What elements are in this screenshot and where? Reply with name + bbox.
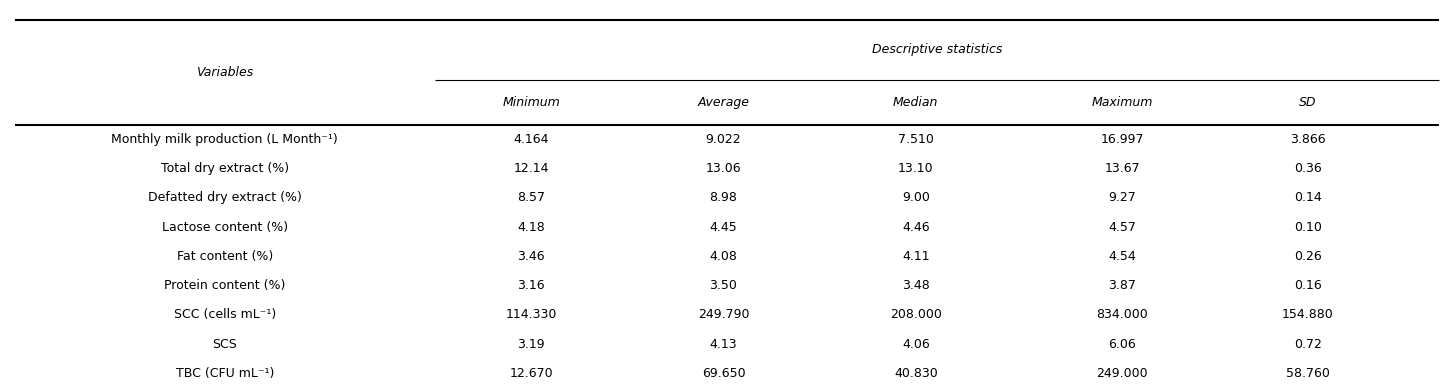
Text: 0.26: 0.26 (1294, 250, 1322, 263)
Text: 3.16: 3.16 (518, 279, 545, 292)
Text: Monthly milk production (L Month⁻¹): Monthly milk production (L Month⁻¹) (112, 133, 339, 146)
Text: 249.790: 249.790 (698, 308, 749, 321)
Text: 4.45: 4.45 (710, 221, 737, 234)
Text: 3.866: 3.866 (1290, 133, 1326, 146)
Text: 4.164: 4.164 (513, 133, 548, 146)
Text: 0.36: 0.36 (1294, 162, 1322, 175)
Text: 13.06: 13.06 (705, 162, 742, 175)
Text: 4.46: 4.46 (901, 221, 929, 234)
Text: 114.330: 114.330 (506, 308, 557, 321)
Text: 8.98: 8.98 (710, 191, 737, 204)
Text: 16.997: 16.997 (1101, 133, 1144, 146)
Text: 3.48: 3.48 (901, 279, 929, 292)
Text: 0.14: 0.14 (1294, 191, 1322, 204)
Text: 834.000: 834.000 (1096, 308, 1149, 321)
Text: TBC (CFU mL⁻¹): TBC (CFU mL⁻¹) (176, 367, 273, 380)
Text: 13.67: 13.67 (1105, 162, 1140, 175)
Text: Protein content (%): Protein content (%) (164, 279, 285, 292)
Text: Median: Median (893, 96, 938, 109)
Text: SCC (cells mL⁻¹): SCC (cells mL⁻¹) (173, 308, 276, 321)
Text: 154.880: 154.880 (1282, 308, 1333, 321)
Text: Total dry extract (%): Total dry extract (%) (160, 162, 289, 175)
Text: 9.27: 9.27 (1108, 191, 1136, 204)
Text: 4.13: 4.13 (710, 338, 737, 351)
Text: 4.57: 4.57 (1108, 221, 1137, 234)
Text: 0.10: 0.10 (1294, 221, 1322, 234)
Text: SCS: SCS (212, 338, 237, 351)
Text: 6.06: 6.06 (1108, 338, 1136, 351)
Text: 13.10: 13.10 (899, 162, 933, 175)
Text: 0.16: 0.16 (1294, 279, 1322, 292)
Text: 0.72: 0.72 (1294, 338, 1322, 351)
Text: 9.022: 9.022 (705, 133, 742, 146)
Text: 4.08: 4.08 (710, 250, 737, 263)
Text: Variables: Variables (196, 66, 253, 79)
Text: 3.46: 3.46 (518, 250, 545, 263)
Text: Descriptive statistics: Descriptive statistics (872, 43, 1002, 56)
Text: 69.650: 69.650 (702, 367, 746, 380)
Text: 4.11: 4.11 (901, 250, 929, 263)
Text: 7.510: 7.510 (899, 133, 933, 146)
Text: Maximum: Maximum (1092, 96, 1153, 109)
Text: 12.670: 12.670 (509, 367, 553, 380)
Text: 8.57: 8.57 (518, 191, 545, 204)
Text: 3.87: 3.87 (1108, 279, 1137, 292)
Text: Fat content (%): Fat content (%) (176, 250, 273, 263)
Text: 40.830: 40.830 (894, 367, 938, 380)
Text: 9.00: 9.00 (901, 191, 929, 204)
Text: 4.54: 4.54 (1108, 250, 1136, 263)
Text: Defatted dry extract (%): Defatted dry extract (%) (148, 191, 301, 204)
Text: Lactose content (%): Lactose content (%) (161, 221, 288, 234)
Text: SD: SD (1298, 96, 1316, 109)
Text: Minimum: Minimum (502, 96, 560, 109)
Text: 3.19: 3.19 (518, 338, 545, 351)
Text: Average: Average (698, 96, 749, 109)
Text: 249.000: 249.000 (1096, 367, 1149, 380)
Text: 58.760: 58.760 (1285, 367, 1329, 380)
Text: 12.14: 12.14 (513, 162, 548, 175)
Text: 4.18: 4.18 (518, 221, 545, 234)
Text: 4.06: 4.06 (901, 338, 929, 351)
Text: 208.000: 208.000 (890, 308, 942, 321)
Text: 3.50: 3.50 (710, 279, 737, 292)
